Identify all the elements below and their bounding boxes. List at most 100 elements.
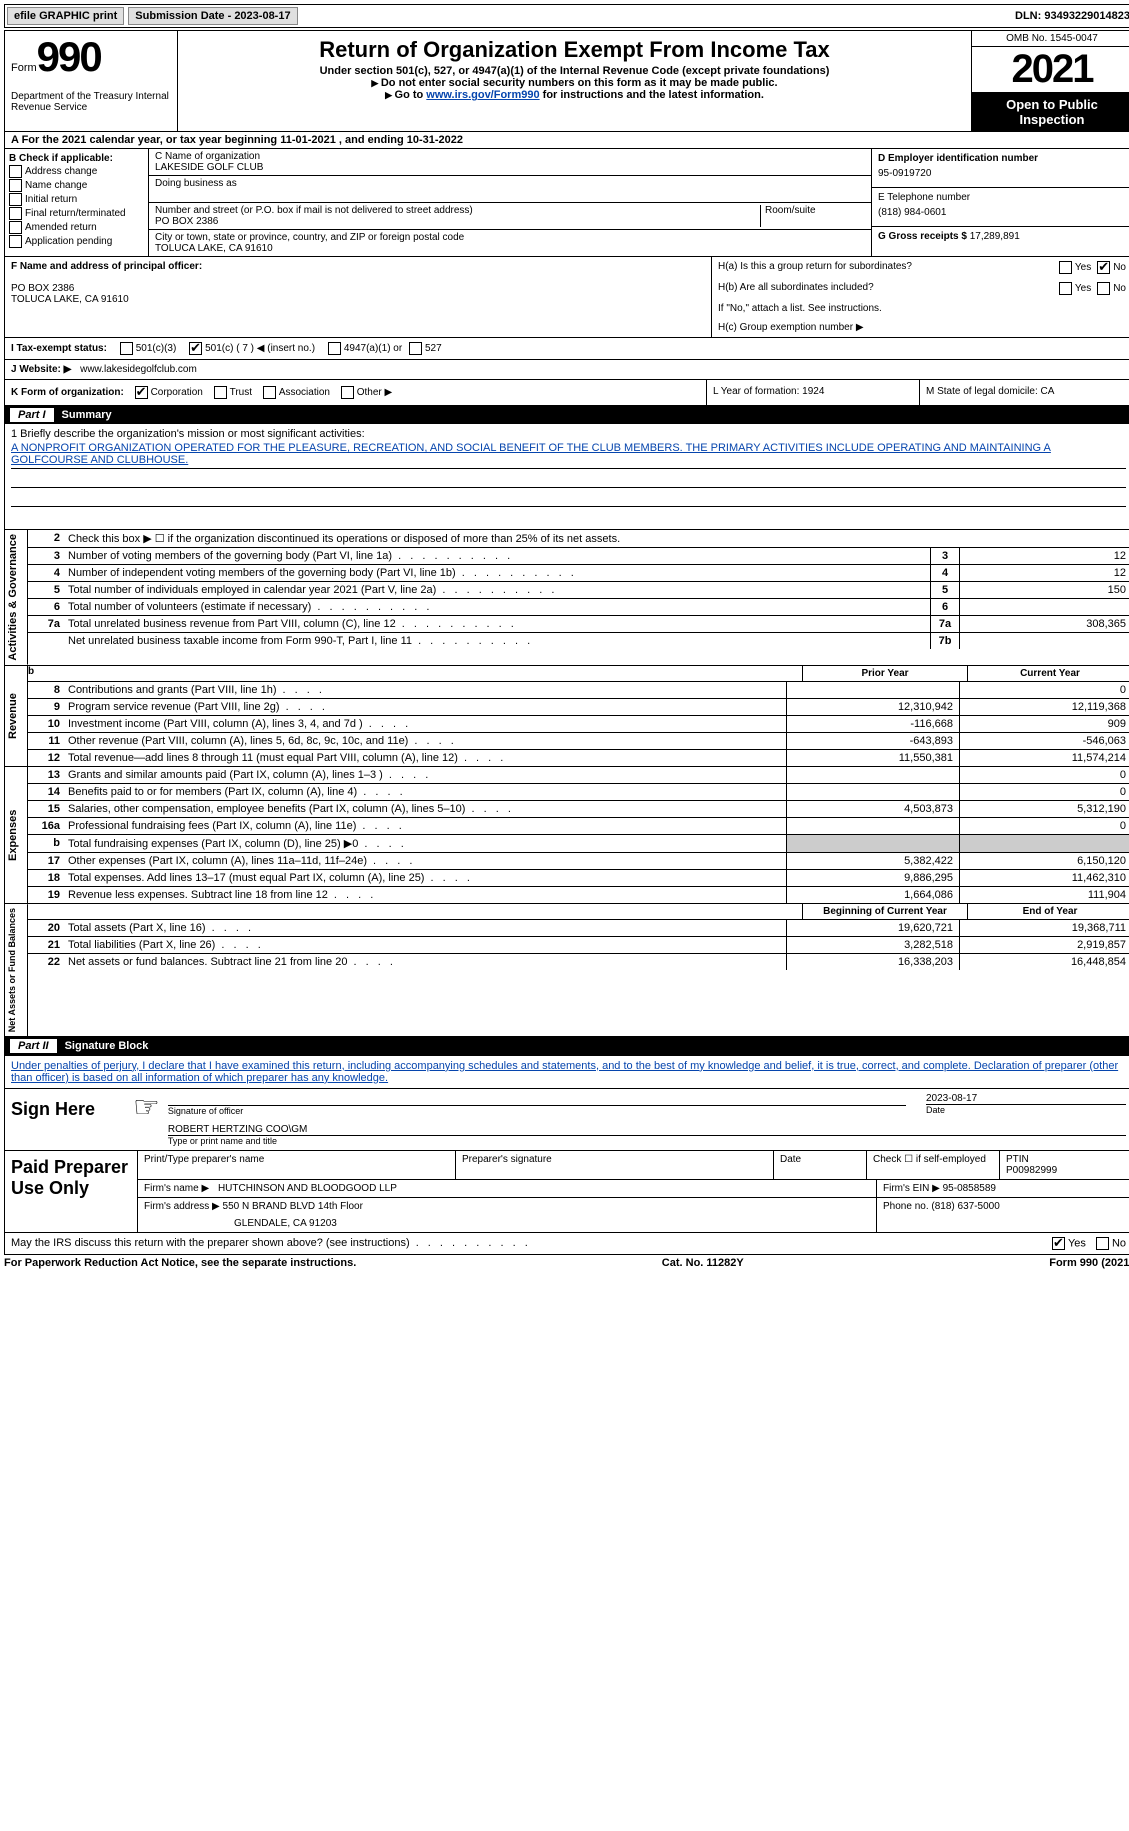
sign-here-label: Sign Here [5,1089,107,1150]
submission-date-button[interactable]: Submission Date - 2023-08-17 [128,7,297,25]
tax-year: 2021 [972,47,1129,93]
part2-header: Part II Signature Block [4,1037,1129,1055]
vert-expenses: Expenses [5,767,28,903]
e-phone: (818) 984-0601 [878,203,1126,222]
form-990-number: 990 [37,33,101,80]
firm-ein: 95-0858589 [943,1183,996,1194]
check-self-employed[interactable]: Check ☐ if self-employed [867,1151,1000,1179]
hb-note: If "No," attach a list. See instructions… [712,299,1129,318]
j-website[interactable]: www.lakesidegolfclub.com [80,364,197,375]
irs-discuss-no[interactable]: No [1096,1237,1126,1250]
prior-year-head: Prior Year [802,666,967,681]
chk-app-pending[interactable]: Application pending [9,235,144,248]
revenue-headers: b Prior Year Current Year [28,666,1129,682]
table-row: 18Total expenses. Add lines 13–17 (must … [28,870,1129,887]
omb-number: OMB No. 1545-0047 [972,31,1129,47]
e-label: E Telephone number [878,192,1126,203]
ha-yes[interactable]: Yes [1059,261,1091,274]
g-label: G Gross receipts $ [878,231,967,242]
table-row: 21Total liabilities (Part X, line 26)3,2… [28,937,1129,954]
footer-mid: Cat. No. 11282Y [662,1257,744,1269]
part1-num: Part I [10,408,54,422]
mission-text: A NONPROFIT ORGANIZATION OPERATED FOR TH… [11,440,1126,469]
gov-line: Net unrelated business taxable income fr… [28,633,1129,649]
sig-name-title-label: Type or print name and title [168,1136,1126,1146]
sig-officer-label: Signature of officer [168,1106,906,1116]
paid-preparer-label: Paid Preparer Use Only [5,1151,138,1232]
table-row: bTotal fundraising expenses (Part IX, co… [28,835,1129,853]
part1-header: Part I Summary [4,406,1129,424]
efile-print-button[interactable]: efile GRAPHIC print [7,7,124,25]
b-heading: B Check if applicable: [9,153,144,164]
gov-line: 2Check this box ▶ ☐ if the organization … [28,530,1129,548]
irs-discuss-yes[interactable]: Yes [1052,1237,1086,1250]
c-street-label: Number and street (or P.O. box if mail i… [155,205,760,216]
print-name-label: Print/Type preparer's name [138,1151,456,1179]
table-row: 14Benefits paid to or for members (Part … [28,784,1129,801]
form-number-box: Form990 Department of the Treasury Inter… [5,31,178,131]
signature-section: Under penalties of perjury, I declare th… [4,1055,1129,1233]
dln-label: DLN: 93493229014823 [1015,10,1129,22]
i-4947[interactable]: 4947(a)(1) or [328,343,402,354]
ptin-label: PTIN [1006,1154,1126,1165]
i-501c[interactable]: 501(c) ( 7 ) ◀ (insert no.) [189,343,315,354]
k-assoc[interactable]: Association [263,387,330,398]
row-i: I Tax-exempt status: 501(c)(3) 501(c) ( … [4,338,1129,360]
netassets-section: Net Assets or Fund Balances Beginning of… [4,904,1129,1037]
firm-name-label: Firm's name ▶ [144,1183,209,1194]
k-corp[interactable]: Corporation [135,387,203,398]
table-row: 12Total revenue—add lines 8 through 11 (… [28,750,1129,766]
c-city: TOLUCA LAKE, CA 91610 [155,243,865,254]
hb-no[interactable]: No [1097,282,1126,295]
sign-here-row: Sign Here ☞ Signature of officer 2023-08… [5,1088,1129,1150]
expenses-section: Expenses 13Grants and similar amounts pa… [4,767,1129,904]
row-k-l-m: K Form of organization: Corporation Trus… [4,380,1129,406]
revenue-section: Revenue b Prior Year Current Year 8Contr… [4,666,1129,767]
k-other[interactable]: Other ▶ [341,387,392,398]
k-trust[interactable]: Trust [214,387,252,398]
irs-discuss-row: May the IRS discuss this return with the… [4,1233,1129,1255]
chk-name-change[interactable]: Name change [9,179,144,192]
i-527[interactable]: 527 [409,343,442,354]
section-h: H(a) Is this a group return for subordin… [711,257,1129,337]
prep-sig-label: Preparer's signature [456,1151,774,1179]
i-501c3[interactable]: 501(c)(3) [120,343,177,354]
current-year-head: Current Year [967,666,1129,681]
sig-name-title: ROBERT HERTZING COO\GM [168,1124,1126,1136]
form-subtitle: Under section 501(c), 527, or 4947(a)(1)… [182,65,967,77]
paid-preparer-section: Paid Preparer Use Only Print/Type prepar… [5,1150,1129,1232]
table-row: 16aProfessional fundraising fees (Part I… [28,818,1129,835]
year-box: OMB No. 1545-0047 2021 Open to Public In… [971,31,1129,131]
dept-treasury: Department of the Treasury Internal Reve… [11,81,171,113]
k-label: K Form of organization: [11,387,124,398]
c-dba-label: Doing business as [155,178,865,189]
chk-address-change[interactable]: Address change [9,165,144,178]
firm-phone: (818) 637-5000 [931,1201,999,1212]
part1-title: Summary [62,409,112,421]
begin-year-head: Beginning of Current Year [802,904,967,919]
g-gross-receipts: 17,289,891 [970,231,1020,242]
table-row: 13Grants and similar amounts paid (Part … [28,767,1129,784]
ha-no[interactable]: No [1097,261,1126,274]
chk-amended[interactable]: Amended return [9,221,144,234]
top-bar: efile GRAPHIC print Submission Date - 20… [4,4,1129,28]
vert-activities: Activities & Governance [5,530,28,665]
col-b-head: b [28,666,56,681]
footer-left: For Paperwork Reduction Act Notice, see … [4,1257,356,1269]
table-row: 17Other expenses (Part IX, column (A), l… [28,853,1129,870]
prep-date-label: Date [774,1151,867,1179]
chk-initial-return[interactable]: Initial return [9,193,144,206]
gov-line: 4Number of independent voting members of… [28,565,1129,582]
d-label: D Employer identification number [878,153,1126,164]
irs-link[interactable]: www.irs.gov/Form990 [426,89,539,101]
mission-box: 1 Briefly describe the organization's mi… [4,424,1129,530]
chk-final-return[interactable]: Final return/terminated [9,207,144,220]
table-row: 8Contributions and grants (Part VIII, li… [28,682,1129,699]
form-note-goto: Go to www.irs.gov/Form990 for instructio… [182,89,967,101]
firm-ein-label: Firm's EIN ▶ [883,1183,940,1194]
vert-netassets: Net Assets or Fund Balances [5,904,28,1036]
table-row: 22Net assets or fund balances. Subtract … [28,954,1129,970]
form-note-ssn: Do not enter social security numbers on … [182,77,967,89]
hb-yes[interactable]: Yes [1059,282,1091,295]
c-org-name: LAKESIDE GOLF CLUB [155,162,865,173]
